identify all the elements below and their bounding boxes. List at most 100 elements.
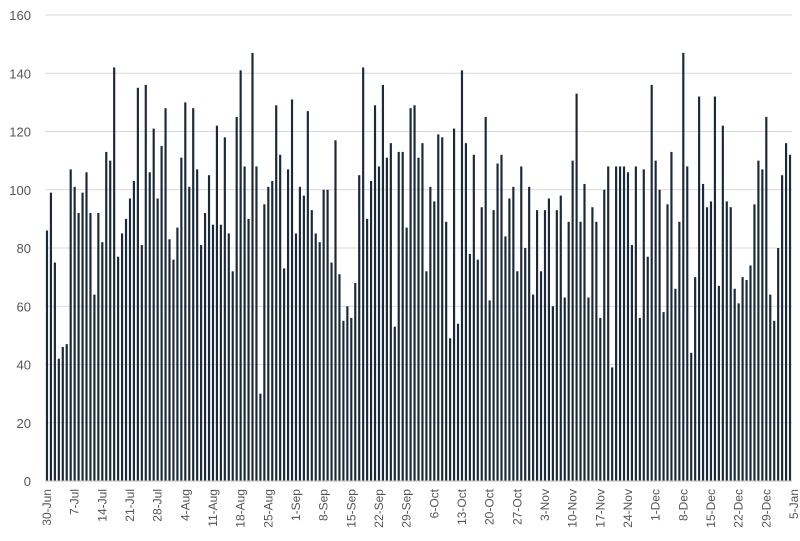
x-tick-label: 15-Dec — [704, 489, 718, 528]
bar — [176, 227, 179, 481]
x-tick-label: 27-Oct — [510, 488, 524, 525]
bar — [682, 52, 685, 482]
bar — [290, 99, 294, 482]
bars — [45, 52, 792, 482]
bar — [642, 169, 645, 482]
bar — [595, 221, 598, 482]
bar — [263, 204, 266, 481]
bar — [354, 282, 357, 481]
bar — [393, 326, 396, 481]
bar — [306, 111, 309, 482]
bar — [49, 192, 53, 481]
bar — [203, 213, 207, 482]
bar — [705, 207, 709, 481]
bar — [362, 67, 365, 482]
bar — [777, 248, 780, 481]
bar — [148, 172, 151, 481]
bar — [377, 166, 381, 481]
bar — [480, 207, 483, 481]
bar — [492, 210, 495, 481]
bar — [314, 233, 317, 481]
bar — [207, 175, 211, 481]
bar — [81, 192, 84, 481]
bar — [488, 300, 491, 481]
x-tick-label: 18-Aug — [234, 489, 248, 528]
y-tick-label: 60 — [17, 299, 31, 314]
bar — [765, 116, 768, 481]
x-tick-label: 1-Sep — [289, 489, 303, 521]
bar — [57, 358, 60, 481]
bar — [788, 154, 792, 482]
bar — [247, 218, 250, 482]
bar — [160, 146, 163, 481]
x-tick-label: 30-Jun — [40, 489, 54, 526]
bar — [389, 143, 392, 481]
bar — [504, 236, 507, 481]
bar — [330, 262, 333, 481]
bar — [698, 96, 701, 482]
bar — [678, 221, 681, 482]
bar — [607, 166, 610, 481]
bar — [784, 143, 788, 481]
bar — [113, 67, 116, 482]
bar — [271, 181, 274, 481]
bar — [184, 102, 187, 482]
bar — [713, 96, 717, 482]
bar — [93, 294, 96, 481]
x-tick-label: 7-Jul — [68, 489, 82, 515]
bar — [611, 367, 614, 481]
bar — [741, 277, 744, 482]
bar — [694, 277, 697, 482]
bar — [101, 242, 104, 481]
bar — [425, 271, 428, 481]
bar — [615, 166, 618, 481]
bar — [219, 224, 222, 481]
bar — [737, 303, 740, 481]
x-tick-label: 15-Sep — [344, 489, 358, 528]
bar — [77, 213, 80, 482]
bar — [709, 201, 713, 481]
bar — [298, 186, 302, 481]
bar — [302, 195, 305, 481]
bar — [85, 172, 88, 481]
bar — [587, 297, 590, 481]
bar — [128, 198, 132, 482]
bar — [520, 166, 523, 481]
y-tick-label: 100 — [9, 183, 31, 198]
bar — [591, 207, 594, 481]
bar — [701, 183, 705, 481]
bar — [674, 288, 677, 481]
bar — [401, 151, 404, 481]
bar — [381, 84, 385, 482]
bar — [409, 108, 412, 481]
bar — [500, 154, 503, 482]
bar — [555, 210, 558, 481]
bar — [686, 166, 689, 481]
bar — [452, 128, 456, 481]
x-tick-label: 20-Oct — [483, 488, 497, 525]
y-tick-labels: 0 20 40 60 80 100 120 140 160 — [9, 8, 31, 489]
bar — [334, 140, 337, 482]
bar — [622, 166, 626, 481]
bar — [429, 186, 432, 481]
bar — [421, 143, 424, 481]
bar — [275, 105, 278, 481]
bar — [603, 189, 606, 481]
bar — [618, 166, 622, 481]
x-tick-label: 6-Oct — [427, 488, 441, 518]
x-tick-label: 21-Jul — [123, 489, 137, 522]
bar — [97, 213, 100, 482]
bar — [89, 213, 92, 482]
bar — [535, 210, 539, 481]
bar — [745, 280, 748, 481]
bar — [120, 233, 124, 481]
bar — [773, 320, 776, 481]
x-tick-label: 24-Nov — [621, 489, 635, 528]
x-tick-label: 13-Oct — [455, 488, 469, 525]
bar — [53, 262, 56, 481]
bar — [532, 294, 535, 481]
bar — [646, 256, 649, 481]
bar — [551, 306, 554, 481]
y-tick-label: 120 — [9, 125, 31, 140]
